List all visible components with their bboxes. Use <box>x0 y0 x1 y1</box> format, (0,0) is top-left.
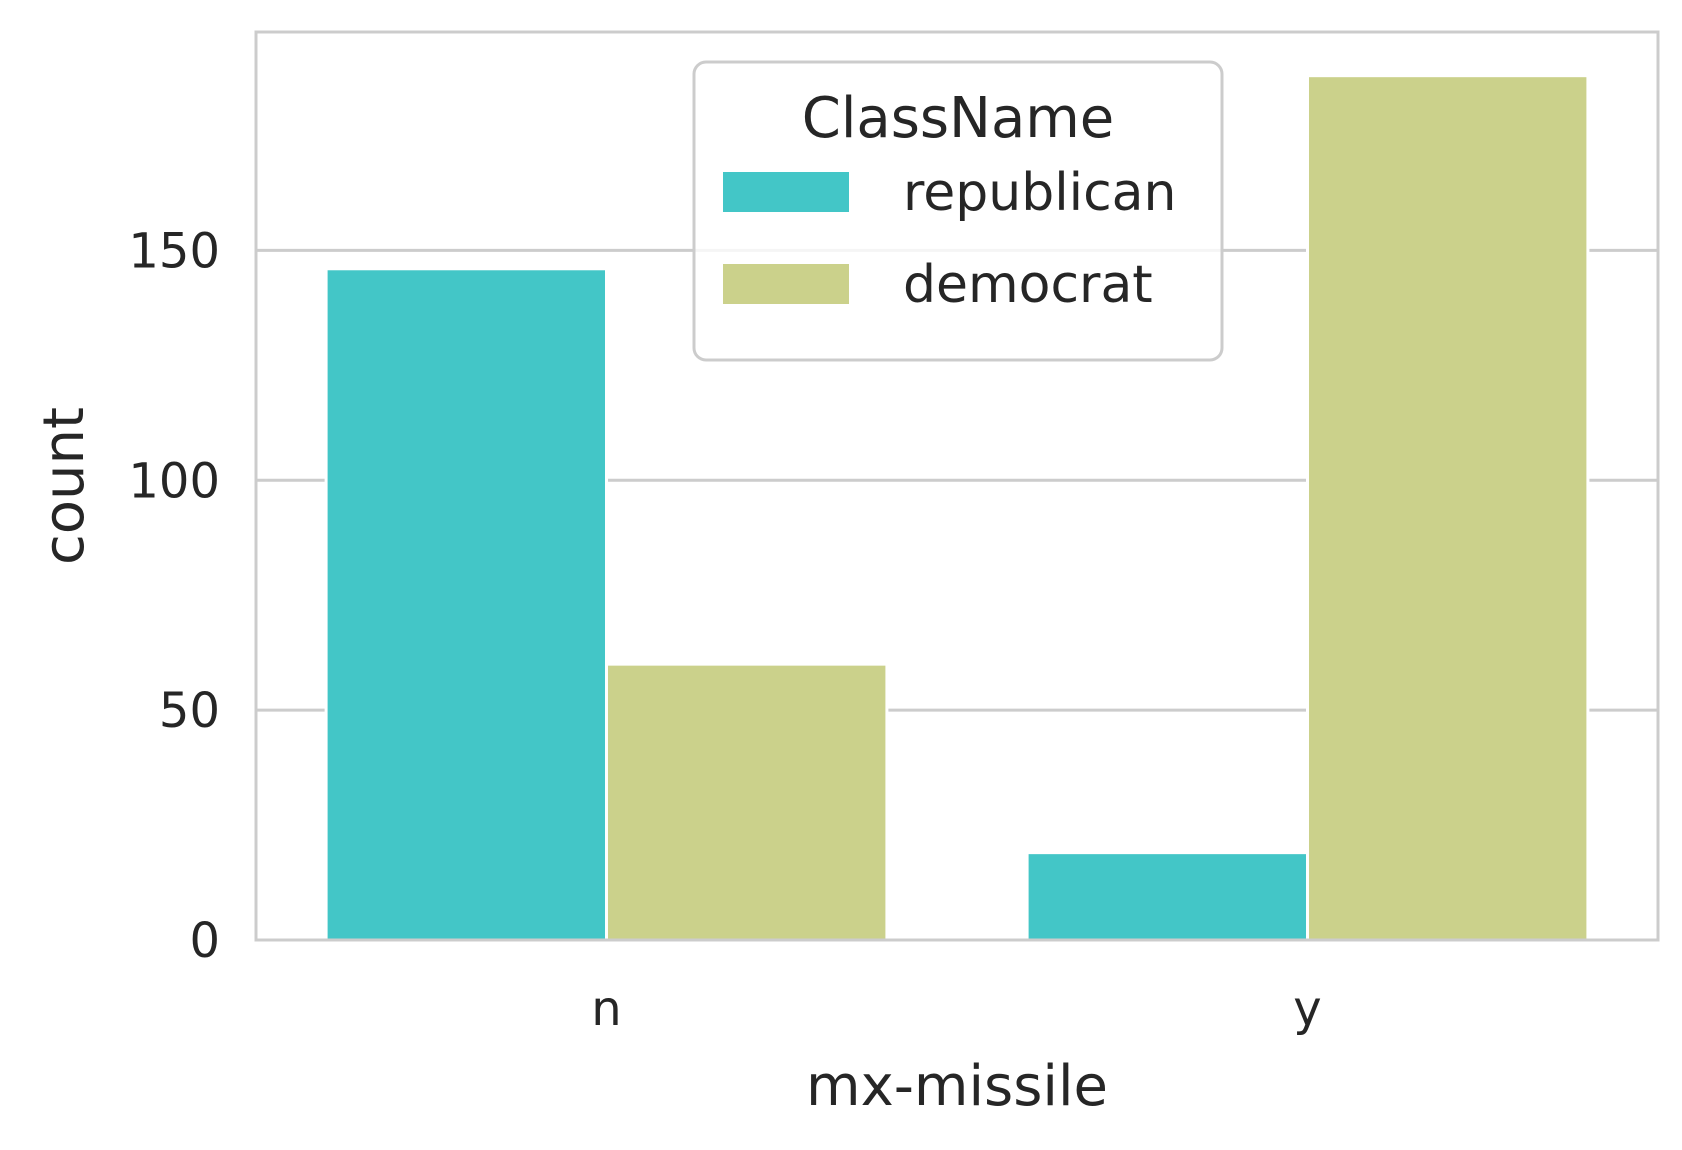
y-tick-label-0: 0 <box>189 913 220 969</box>
legend-swatch-democrat <box>723 264 849 304</box>
y-tick-label-1: 50 <box>159 683 220 739</box>
x-tick-label-y: y <box>1293 981 1321 1037</box>
y-axis-title: count <box>32 407 97 565</box>
legend-label-democrat: democrat <box>903 255 1153 315</box>
y-tick-label-3: 150 <box>128 223 220 279</box>
legend: ClassName republican democrat <box>692 60 1224 362</box>
legend-label-republican: republican <box>903 163 1177 223</box>
x-tick-label-n: n <box>591 981 621 1037</box>
bar-democrat-y <box>1306 74 1590 942</box>
bars <box>324 74 1590 942</box>
y-axis-ticks: 0 50 100 150 <box>128 223 220 969</box>
bar-republican-n <box>324 267 608 942</box>
bar-democrat-n <box>605 662 889 942</box>
legend-swatch-republican <box>723 172 849 212</box>
y-tick-label-2: 100 <box>128 453 220 509</box>
bar-republican-y <box>1025 851 1309 942</box>
x-axis-title: mx-missile <box>806 1054 1108 1119</box>
plot-frame <box>254 30 1660 942</box>
legend-title: ClassName <box>802 86 1115 151</box>
